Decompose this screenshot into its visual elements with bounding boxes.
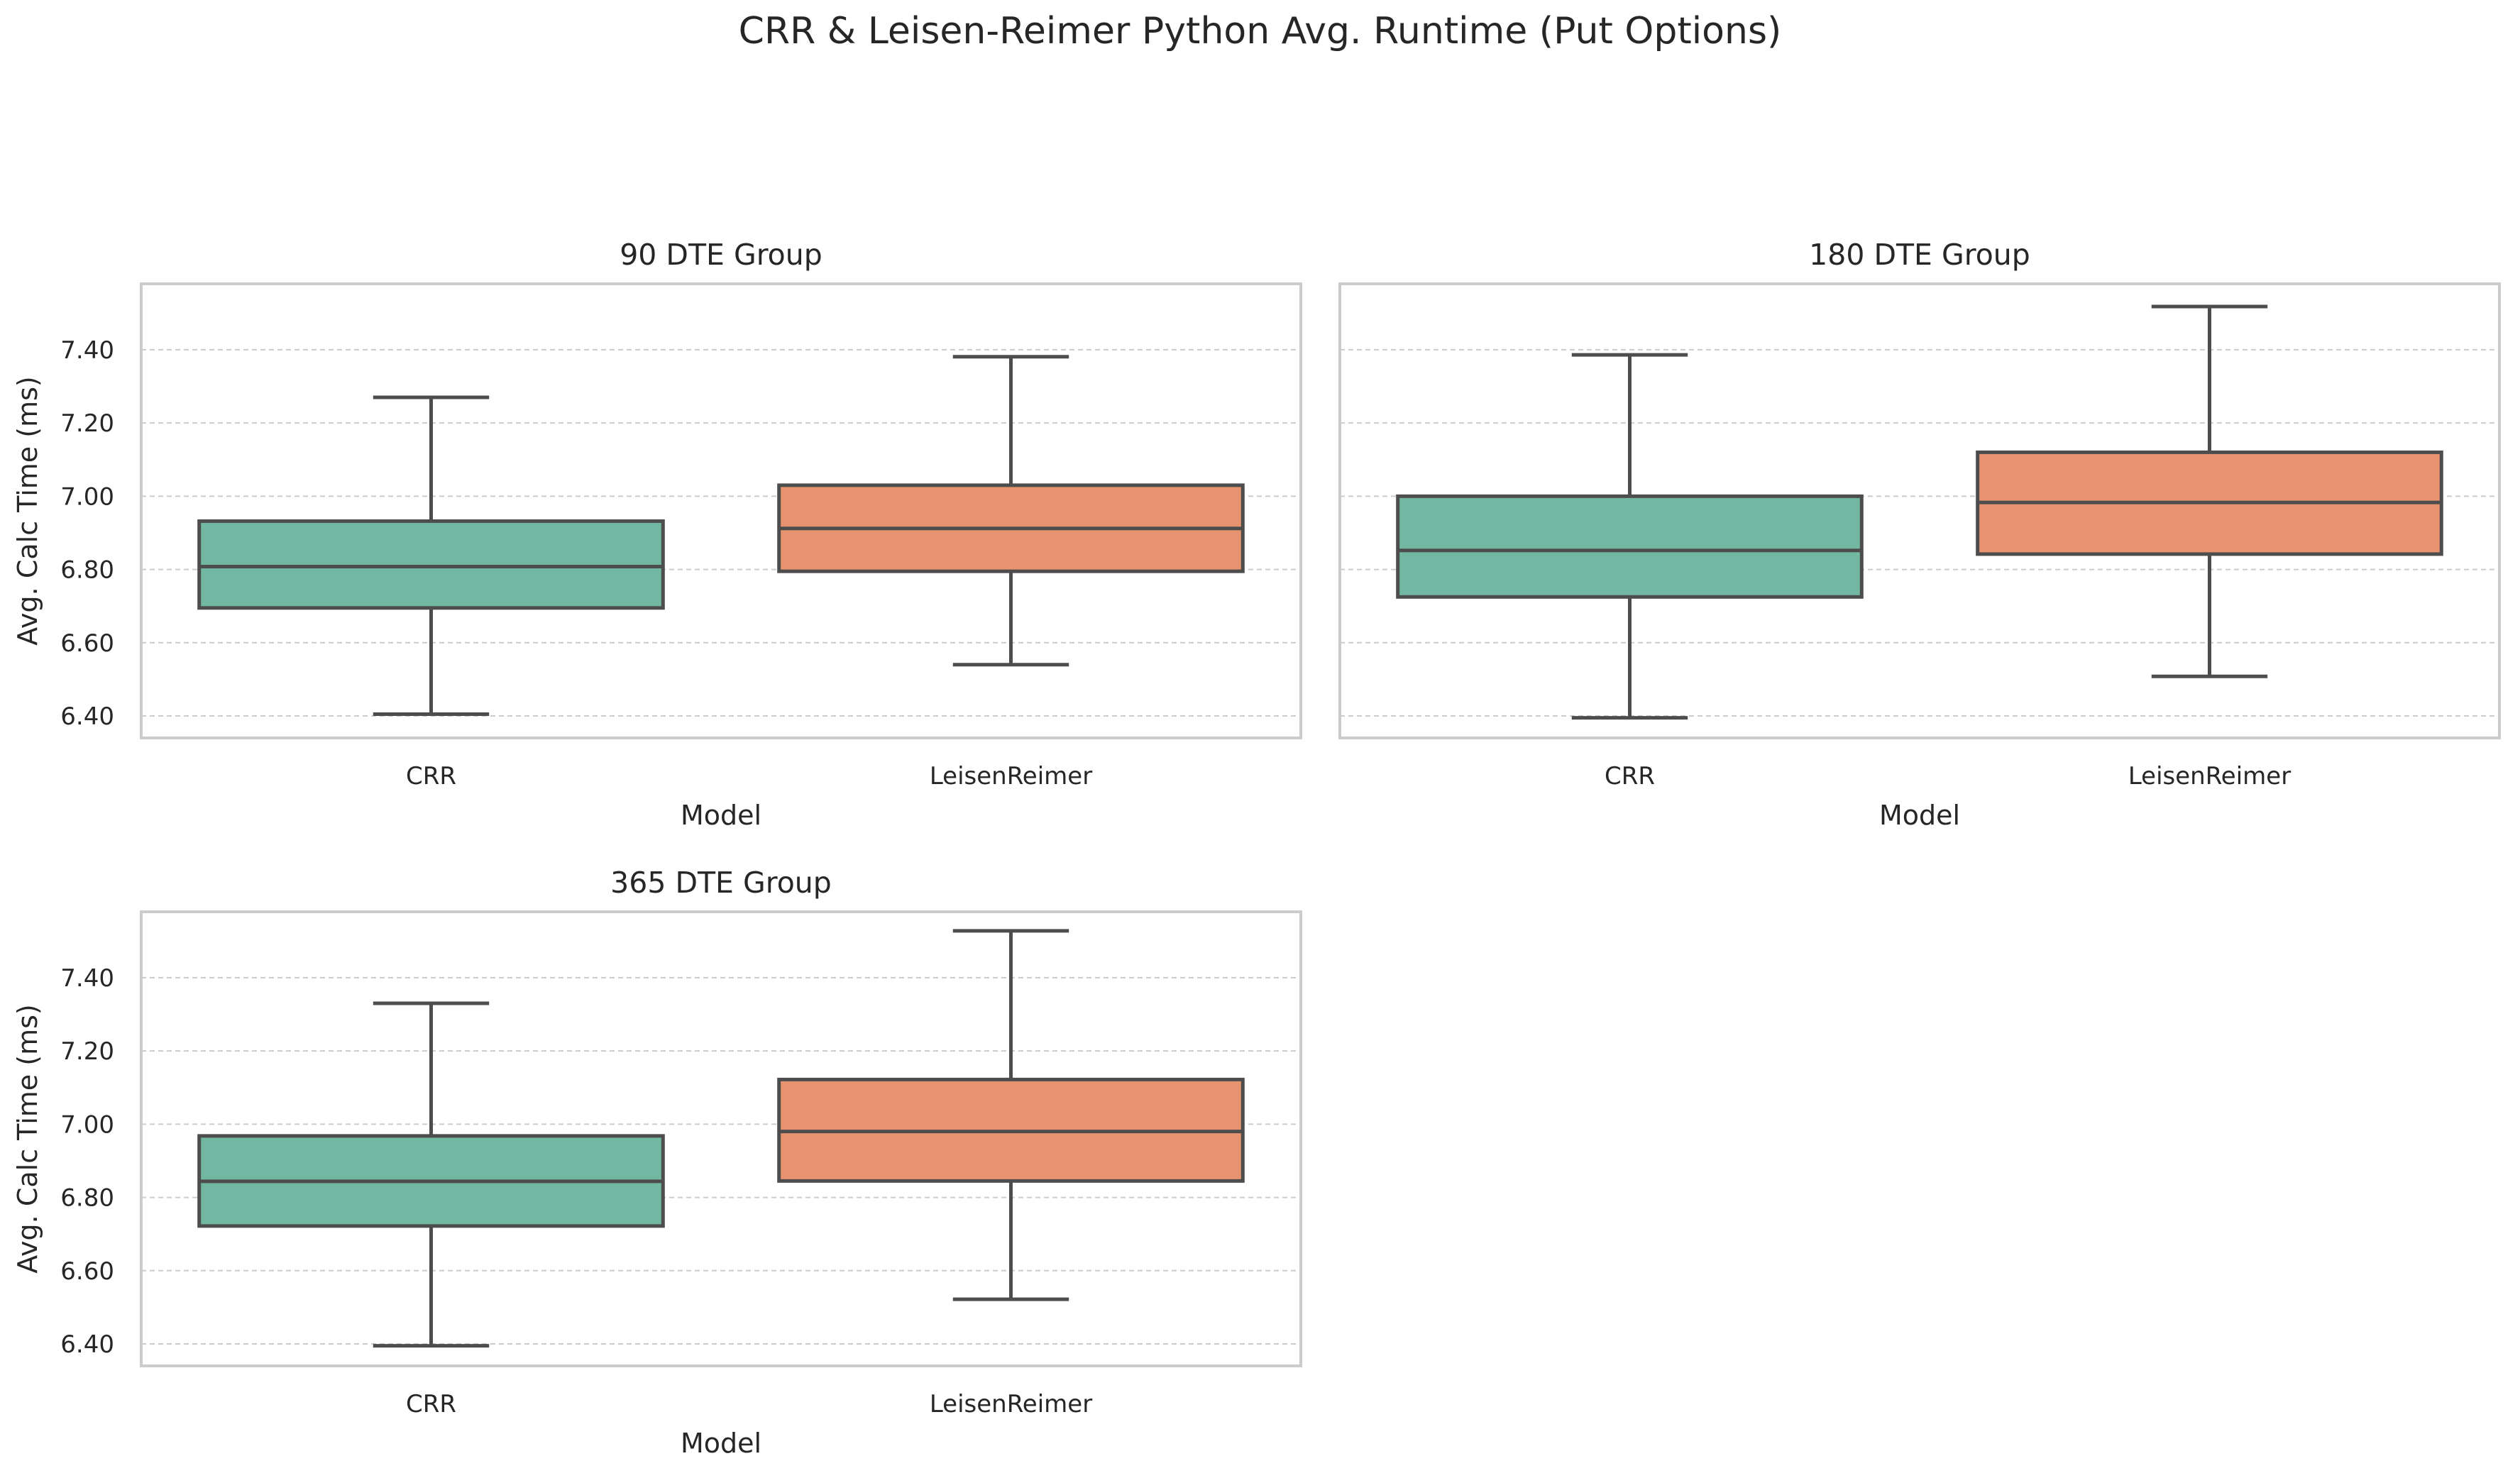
y-tick-label: 7.40: [60, 336, 114, 365]
x-tick-label: CRR: [1605, 762, 1655, 790]
iqr-box: [197, 519, 665, 610]
y-tick-label: 6.40: [60, 702, 114, 731]
y-tick-label: 6.40: [60, 1330, 114, 1359]
x-tick-label: LeisenReimer: [930, 762, 1092, 790]
y-tick-label: 7.20: [60, 1037, 114, 1066]
y-tick-label: 6.60: [60, 629, 114, 658]
box-crr: [1396, 353, 1864, 720]
y-tick-label: 7.00: [60, 482, 114, 511]
box-leisenreimer: [777, 929, 1245, 1301]
y-tick-label: 6.80: [60, 556, 114, 585]
panel-3: 365 DTE Group 6.40 6.60 6.80 7.00 7.20 7.40 Avg…: [12, 866, 1302, 1459]
y-axis-label: Avg. Calc Time (ms): [12, 1004, 43, 1273]
panel-title: 365 DTE Group: [610, 866, 832, 900]
box-leisenreimer: [1976, 304, 2443, 678]
y-tick-label: 7.20: [60, 409, 114, 438]
x-axis-label: Model: [681, 1428, 761, 1459]
x-axis-label: Model: [681, 800, 761, 831]
panel-title: 90 DTE Group: [620, 238, 822, 272]
box-leisenreimer: [777, 355, 1245, 667]
x-tick-label: LeisenReimer: [930, 1390, 1092, 1418]
plot-frame: [140, 282, 1302, 739]
x-axis-label: Model: [1879, 800, 1960, 831]
box-crr: [197, 1001, 665, 1348]
panel-title: 180 DTE Group: [1809, 238, 2030, 272]
y-tick-label: 6.60: [60, 1257, 114, 1286]
y-axis-label: Avg. Calc Time (ms): [12, 376, 43, 645]
box-crr: [197, 395, 665, 716]
panel-1: 90 DTE Group 6.40 6.60 6.80 7.00 7.20 7.40 Avg.…: [12, 238, 1302, 831]
plot-frame: [140, 910, 1302, 1367]
panel-2: 180 DTE Group CRR LeisenReimer Model: [1338, 238, 2501, 831]
y-tick-label: 6.80: [60, 1184, 114, 1213]
x-tick-label: LeisenReimer: [2128, 762, 2291, 790]
y-tick-label: 7.40: [60, 964, 114, 993]
plot-frame: [1338, 282, 2501, 739]
x-tick-label: CRR: [406, 762, 456, 790]
x-tick-label: CRR: [406, 1390, 456, 1418]
figure-title: CRR & Leisen-Reimer Python Avg. Runtime …: [738, 10, 1782, 53]
y-tick-label: 7.00: [60, 1110, 114, 1139]
iqr-box: [1396, 494, 1864, 599]
